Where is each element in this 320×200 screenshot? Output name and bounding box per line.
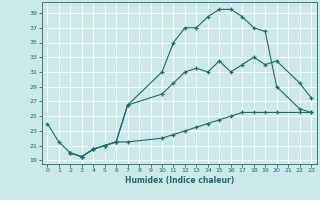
X-axis label: Humidex (Indice chaleur): Humidex (Indice chaleur) [124, 176, 234, 185]
